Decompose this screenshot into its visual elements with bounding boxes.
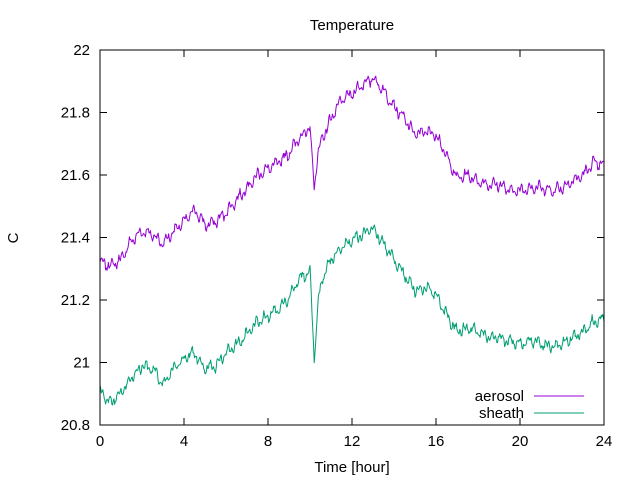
x-tick-label: 8 xyxy=(264,433,272,450)
series-line-aerosol xyxy=(99,75,605,271)
y-tick-label: 21 xyxy=(73,355,90,372)
y-tick-label: 22 xyxy=(73,42,90,59)
x-tick-label: 0 xyxy=(96,433,104,450)
plot-frame xyxy=(99,49,605,426)
axis-ticks: 0 4 8 12 16 20 24 20.8 21 21.2 21.4 21.6 21.8 22 xyxy=(61,42,613,450)
legend-label-aerosol: aerosol xyxy=(475,388,524,405)
y-axis-label: C xyxy=(5,232,22,243)
y-tick-label: 21.6 xyxy=(61,167,90,184)
legend-label-sheath: sheath xyxy=(479,405,524,422)
x-tick-label: 16 xyxy=(428,433,445,450)
y-tick-label: 21.8 xyxy=(61,105,90,122)
y-tick-label: 20.8 xyxy=(61,417,90,434)
x-tick-label: 4 xyxy=(180,433,188,450)
y-tick-label: 21.2 xyxy=(61,292,90,309)
series-line-sheath xyxy=(99,224,605,406)
x-tick-label: 12 xyxy=(344,433,361,450)
x-tick-label: 24 xyxy=(596,433,613,450)
series-lines xyxy=(99,75,605,406)
x-tick-label: 20 xyxy=(512,433,529,450)
chart-title: Temperature xyxy=(310,17,394,34)
x-axis-label: Time [hour] xyxy=(314,459,389,476)
y-tick-label: 21.4 xyxy=(61,230,90,247)
